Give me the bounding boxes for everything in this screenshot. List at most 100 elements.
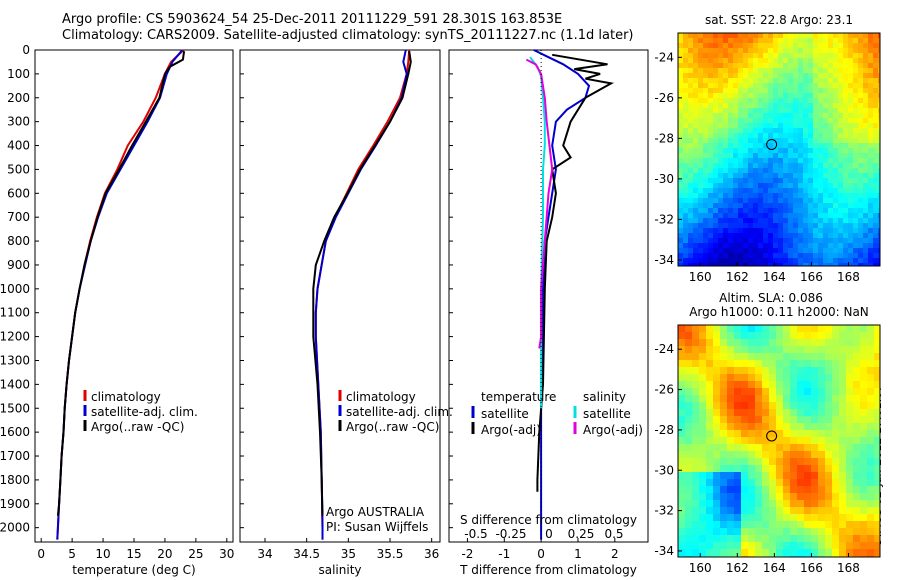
heatmap-cell	[688, 233, 694, 239]
heatmap-cell	[804, 479, 812, 487]
heatmap-cell	[678, 93, 684, 99]
heatmap-cell	[741, 416, 749, 424]
heatmap-cell	[692, 451, 700, 459]
heatmap-cell	[678, 325, 686, 333]
heatmap-cell	[713, 33, 719, 39]
heatmap-cell	[713, 208, 719, 214]
heatmap-cell	[776, 479, 784, 487]
heatmap-cell	[868, 108, 874, 114]
heatmap-cell	[825, 346, 833, 354]
heatmap-cell	[713, 98, 719, 104]
heatmap-cell	[773, 63, 779, 69]
heatmap-cell	[728, 113, 734, 119]
heatmap-cell	[825, 507, 833, 515]
heatmap-cell	[833, 253, 839, 259]
heatmap-cell	[688, 208, 694, 214]
heatmap-cell	[748, 208, 754, 214]
heatmap-cell	[748, 48, 754, 54]
heatmap-cell	[798, 238, 804, 244]
heatmap-cell	[833, 98, 839, 104]
heatmap-cell	[838, 58, 844, 64]
heatmap-cell	[839, 395, 847, 403]
heatmap-cell	[858, 33, 864, 39]
heatmap-cell	[763, 198, 769, 204]
heatmap-cell	[698, 223, 704, 229]
heatmap-cell	[699, 458, 707, 466]
heatmap-cell	[776, 395, 784, 403]
heatmap-cell	[743, 68, 749, 74]
heatmap-cell	[734, 423, 742, 431]
heatmap-cell	[811, 521, 819, 529]
heatmap-cell	[797, 409, 805, 417]
heatmap-cell	[858, 63, 864, 69]
heatmap-cell	[788, 173, 794, 179]
heatmap-cell	[843, 118, 849, 124]
heatmap-cell	[798, 178, 804, 184]
heatmap-cell	[769, 500, 777, 508]
heatmap-cell	[720, 332, 728, 340]
heatmap-cell	[868, 193, 874, 199]
heatmap-cell	[743, 133, 749, 139]
heatmap-cell	[803, 188, 809, 194]
heatmap-cell	[790, 353, 798, 361]
heatmap-cell	[825, 486, 833, 494]
heatmap-cell	[778, 118, 784, 124]
heatmap-cell	[853, 332, 861, 340]
heatmap-cell	[738, 128, 744, 134]
heatmap-cell	[838, 243, 844, 249]
heatmap-cell	[693, 103, 699, 109]
heatmap-cell	[828, 93, 834, 99]
heatmap-cell	[703, 243, 709, 249]
heatmap-cell	[874, 423, 881, 431]
heatmap-cell	[720, 465, 728, 473]
heatmap-cell	[833, 58, 839, 64]
heatmap-cell	[683, 153, 689, 159]
heatmap-cell	[793, 58, 799, 64]
heatmap-cell	[708, 88, 714, 94]
legend-label: Argo(-adj)	[583, 423, 643, 437]
temperature-x-axis-label: temperature (deg C)	[72, 563, 195, 577]
heatmap-cell	[798, 163, 804, 169]
heatmap-cell	[678, 479, 686, 487]
heatmap-cell	[798, 138, 804, 144]
heatmap-cell	[734, 416, 742, 424]
heatmap-cell	[818, 458, 826, 466]
heatmap-cell	[776, 388, 784, 396]
heatmap-cell	[790, 360, 798, 368]
heatmap-cell	[698, 208, 704, 214]
heatmap-cell	[758, 188, 764, 194]
heatmap-cell	[693, 173, 699, 179]
heatmap-cell	[783, 198, 789, 204]
heatmap-cell	[853, 458, 861, 466]
heatmap-cell	[783, 143, 789, 149]
heatmap-cell	[706, 409, 714, 417]
heatmap-cell	[839, 325, 847, 333]
heatmap-cell	[678, 542, 686, 550]
heatmap-cell	[838, 133, 844, 139]
heatmap-cell	[873, 258, 879, 264]
heatmap-cell	[853, 203, 859, 209]
heatmap-cell	[848, 153, 854, 159]
heatmap-cell	[878, 83, 881, 89]
heatmap-cell	[778, 108, 784, 114]
heatmap-cell	[823, 203, 829, 209]
heatmap-cell	[753, 123, 759, 129]
heatmap-cell	[878, 173, 881, 179]
heatmap-cell	[846, 444, 854, 452]
heatmap-cell	[762, 395, 770, 403]
heatmap-cell	[773, 233, 779, 239]
heatmap-cell	[738, 253, 744, 259]
heatmap-cell	[683, 208, 689, 214]
heatmap-cell	[853, 183, 859, 189]
heatmap-cell	[768, 258, 774, 264]
heatmap-cell	[753, 138, 759, 144]
legend-label: climatology	[346, 390, 416, 404]
heatmap-cell	[863, 158, 869, 164]
heatmap-cell	[703, 133, 709, 139]
heatmap-cell	[873, 88, 879, 94]
heatmap-cell	[853, 472, 861, 480]
heatmap-cell	[783, 138, 789, 144]
sla-map-subtitle: Argo h1000: 0.11 h2000: NaN	[689, 305, 869, 319]
heatmap-cell	[867, 542, 875, 550]
heatmap-cell	[818, 395, 826, 403]
